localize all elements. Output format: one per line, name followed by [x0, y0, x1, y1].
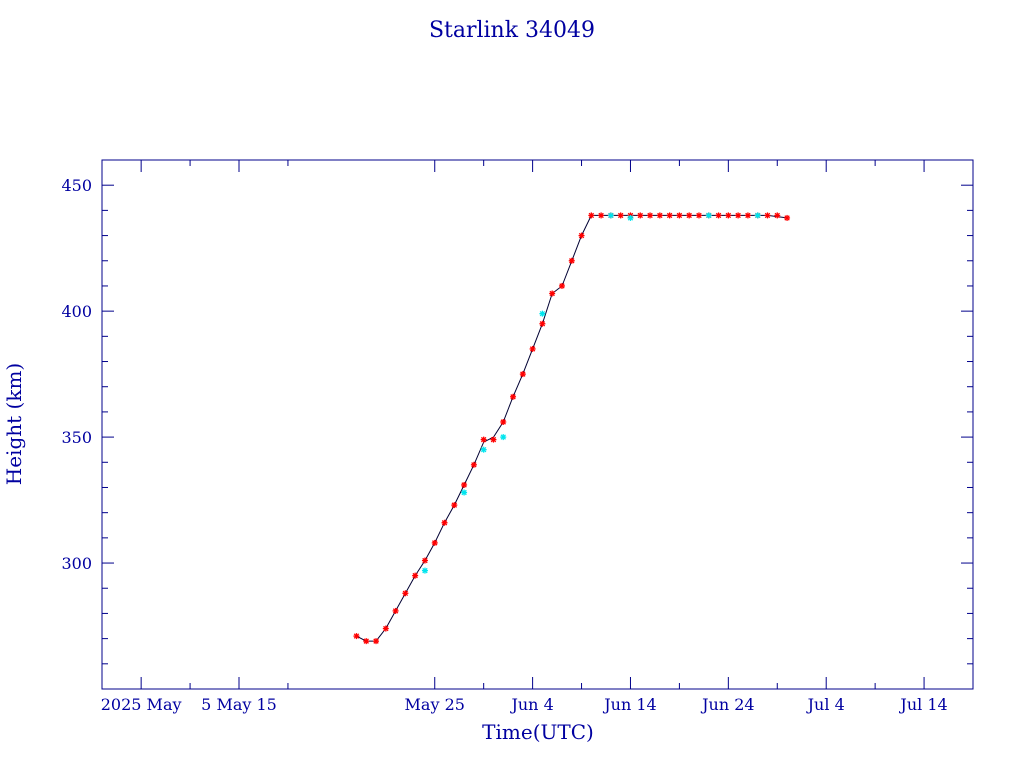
x-tick-label: Jun 4 [509, 695, 553, 714]
data-point [500, 434, 507, 441]
data-point [510, 393, 517, 400]
data-point [490, 436, 497, 443]
data-point [558, 282, 565, 289]
data-point [695, 212, 702, 219]
data-point [470, 461, 477, 468]
data-point [705, 212, 712, 219]
data-point [519, 371, 526, 378]
data-point [539, 310, 546, 317]
data-point [451, 502, 458, 509]
x-tick-label: Jun 14 [602, 695, 656, 714]
data-point [392, 607, 399, 614]
data-point [549, 290, 556, 297]
data-point [421, 557, 428, 564]
data-point [774, 212, 781, 219]
data-point [676, 212, 683, 219]
data-point [539, 320, 546, 327]
data-point [715, 212, 722, 219]
x-tick-label: 5 May 15 [201, 695, 277, 714]
data-point [421, 567, 428, 574]
data-point [373, 638, 380, 645]
plot-frame [101, 159, 974, 690]
x-tick-label: 2025 May [101, 695, 182, 714]
data-point [529, 345, 536, 352]
data-point [412, 572, 419, 579]
data-point [461, 489, 468, 496]
data-point [764, 212, 771, 219]
data-point [382, 625, 389, 632]
data-point [617, 212, 624, 219]
marker-group [353, 212, 791, 645]
data-point [578, 232, 585, 239]
data-point [441, 519, 448, 526]
chart-title: Starlink 34049 [429, 18, 595, 43]
data-point [363, 638, 370, 645]
data-point [656, 212, 663, 219]
data-point [461, 481, 468, 488]
series-line [356, 214, 788, 642]
x-tick-label: May 25 [405, 695, 465, 714]
y-tick-label: 300 [61, 554, 92, 573]
data-point [607, 212, 614, 219]
data-point [647, 212, 654, 219]
data-point [588, 212, 595, 219]
y-tick-label: 400 [61, 302, 92, 321]
x-tick-label: Jun 24 [700, 695, 754, 714]
data-point [402, 590, 409, 597]
data-point [725, 212, 732, 219]
data-point [480, 436, 487, 443]
data-point [431, 539, 438, 546]
y-axis-label: Height (km) [2, 363, 26, 485]
data-point [353, 633, 360, 640]
data-point [598, 212, 605, 219]
data-point [754, 212, 761, 219]
data-point [480, 446, 487, 453]
data-point [627, 214, 634, 221]
data-point [784, 214, 791, 221]
y-tick-label: 350 [61, 428, 92, 447]
y-tick-label: 450 [61, 176, 92, 195]
data-point [735, 212, 742, 219]
tick-labels: 2025 May 5 May 15 May 25 Jun 4 Jun 14 Jun 24 J… [61, 176, 947, 714]
x-tick-label: Jul 14 [898, 695, 947, 714]
x-tick-label: Jul 4 [806, 695, 845, 714]
data-point [637, 212, 644, 219]
data-point [568, 257, 575, 264]
x-axis-label: Time(UTC) [482, 720, 594, 744]
data-point [500, 418, 507, 425]
series-group [356, 214, 788, 642]
axis-ticks [102, 160, 973, 689]
data-point [744, 212, 751, 219]
data-point [666, 212, 673, 219]
data-point [686, 212, 693, 219]
